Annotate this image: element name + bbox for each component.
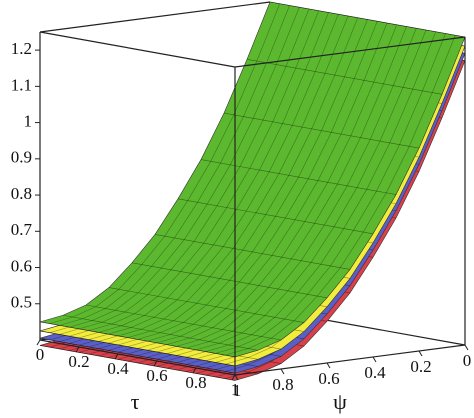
surface [39,1,466,358]
mesh-line [215,33,446,354]
z-tick-label: 0.7 [11,220,33,239]
mesh-line [205,31,437,352]
mesh-line [225,35,456,356]
x-tick [114,353,119,360]
x-tick-label: 0.2 [68,352,89,371]
surface-value-line [39,337,236,374]
x-tick-label: 1 [231,380,240,399]
x-tick [231,374,236,381]
z-tick-label: 1.1 [11,75,32,94]
mesh-line [108,14,339,335]
mesh-line [186,28,417,349]
mesh-line [166,24,398,345]
y-tick [464,344,469,351]
surface-value-line [39,330,236,367]
y-tick [326,362,331,369]
mesh-line [147,21,378,342]
box-edge [234,344,466,376]
surface-value-line [246,59,443,95]
surface-value-line [223,112,420,149]
surface-value-line [269,1,466,38]
x-axis-label: τ [131,389,140,414]
y-tick-label: 0 [463,351,472,370]
y-tick [280,368,285,375]
surface-value-line [200,159,397,195]
z-tick-label: 0.5 [11,293,32,312]
surface-value-line [177,198,374,235]
x-tick [192,367,197,374]
y-tick-label: 0.2 [410,357,431,376]
y-tick-label: 0.6 [318,369,339,388]
x-tick-label: 0.8 [185,373,206,392]
y-axis-label: ψ [333,389,347,414]
box-edge [39,339,236,376]
mesh-line [127,17,359,338]
mesh-line [117,15,349,337]
box-edge [234,36,466,68]
x-tick [153,360,158,367]
box-edge [39,31,236,68]
mesh-line [176,26,407,347]
mesh-line [49,3,281,324]
y-tick-label: 0.4 [364,363,386,382]
y-tick [372,356,377,363]
mesh-line [137,19,368,340]
surface-value-line [39,321,236,358]
surface-value-line [154,234,351,270]
x-tick [75,346,80,353]
z-tick-label: 0.6 [11,256,32,275]
x-tick-label: 0.4 [107,359,129,378]
mesh-line [98,12,329,333]
surface-value-line [85,304,282,341]
x-tick-label: 0 [36,345,45,364]
y-tick-label: 0.8 [272,375,293,394]
z-tick-label: 0.9 [11,148,32,167]
x-tick [36,339,41,346]
z-tick-label: 1 [24,111,33,130]
z-tick-label: 1.2 [11,39,32,58]
y-tick [418,350,423,357]
surface-value-line [131,262,328,299]
surface-value-line [39,345,236,381]
mesh-line [69,7,300,328]
mesh-line [78,8,310,330]
mesh-line [195,29,427,351]
y-tick-label: 1 [233,381,242,400]
z-tick-label: 0.8 [11,184,32,203]
surface-value-line [62,314,259,351]
surface-value-line [108,287,305,323]
mesh-line [59,5,290,326]
x-tick-label: 0.6 [146,366,167,385]
mesh-line [156,22,388,344]
box-edge [39,1,271,33]
mesh-line [88,10,320,331]
y-tick [234,374,239,381]
